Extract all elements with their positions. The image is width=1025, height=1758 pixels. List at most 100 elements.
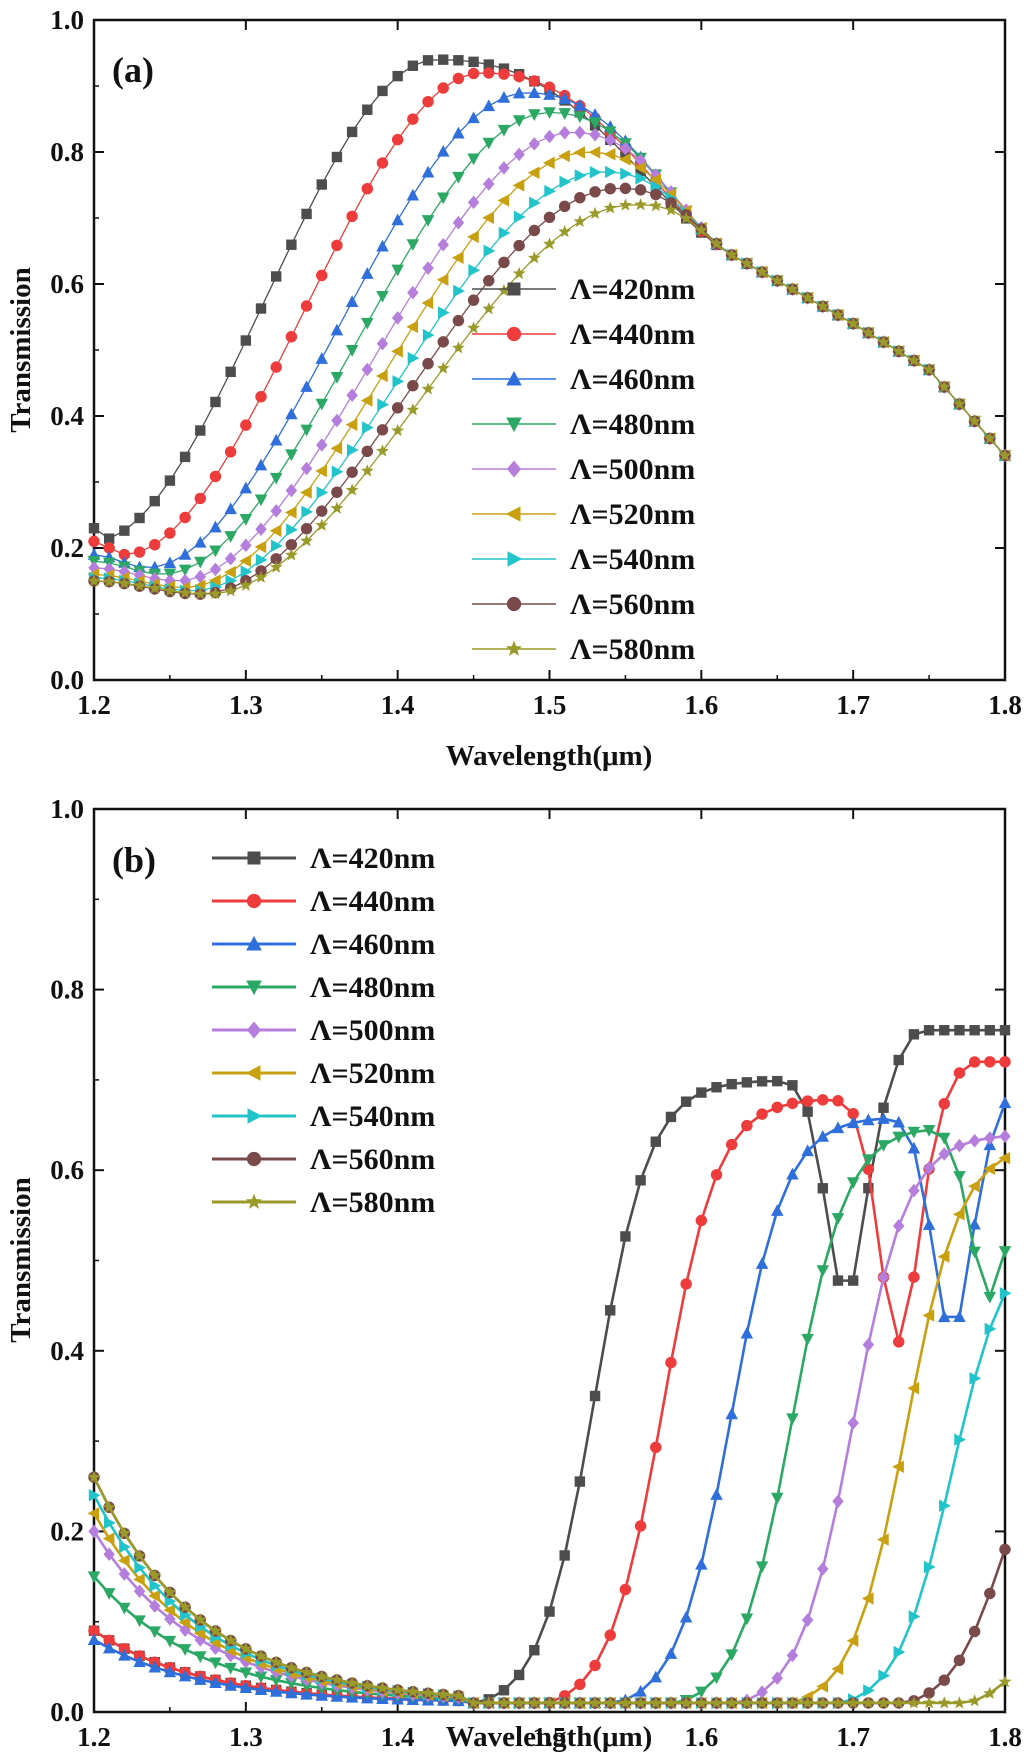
panel-a-data-point [286, 239, 297, 250]
panel-b-x-tick-label: 1.4 [381, 1722, 415, 1752]
panel-a-data-point [254, 458, 268, 471]
panel-b-data-point [938, 1132, 951, 1145]
panel-b-data-point [118, 1602, 131, 1615]
panel-a-data-point [407, 379, 419, 392]
panel-a-data-point [467, 195, 480, 210]
panel-b-y-tick-label: 0.4 [50, 1336, 84, 1366]
panel-b-data-point [801, 1613, 814, 1627]
panel-b-data-point [770, 1696, 784, 1709]
panel-b-data-point [285, 1686, 298, 1699]
panel-b-data-point [968, 1056, 981, 1068]
panel-b-data-point [512, 1696, 526, 1709]
panel-b-data-point [998, 1151, 1011, 1165]
panel-a-data-point [437, 336, 449, 348]
panel-a-data-point [316, 269, 328, 282]
panel-b-data-point [694, 1696, 708, 1709]
panel-b-data-point [954, 1433, 966, 1446]
panel-a-legend-label: Λ=520nm [570, 498, 695, 531]
panel-b-legend-label: Λ=500nm [310, 1014, 435, 1047]
panel-b-legend-marker [246, 1021, 262, 1039]
panel-a-data-point [406, 239, 420, 251]
panel-b-data-point [300, 1680, 313, 1693]
panel-b-data-point [938, 1098, 950, 1110]
panel-b-data-point [149, 1579, 162, 1592]
panel-a-data-point [635, 172, 648, 185]
panel-a-data-point [467, 67, 480, 80]
panel-b-y-tick-label: 0.2 [50, 1516, 84, 1546]
panel-b-data-point [467, 1696, 481, 1709]
panel-b-data-point [923, 1687, 935, 1699]
panel-b-legend-label: Λ=460nm [310, 928, 435, 961]
panel-b-data-point [832, 1275, 844, 1286]
panel-b-data-point [710, 1696, 723, 1709]
panel-a-data-point [254, 494, 268, 507]
panel-a-data-point [543, 237, 556, 250]
panel-b-x-axis-label: Wavelength(μm) [446, 1721, 653, 1753]
panel-b-data-point [756, 1076, 768, 1087]
panel-b-data-point [664, 1647, 678, 1659]
panel-b-data-point [725, 1696, 739, 1709]
panel-b-data-point [133, 1655, 146, 1667]
panel-a-data-point [346, 443, 359, 457]
panel-b-data-point [878, 1102, 889, 1113]
panel-a-data-point [421, 296, 434, 310]
panel-b-data-point [755, 1696, 769, 1709]
panel-b-data-point [133, 1615, 146, 1628]
panel-b-label: (b) [112, 840, 156, 880]
panel-a-data-point [286, 523, 298, 536]
panel-a-data-point [330, 323, 344, 336]
panel-b-legend-marker [246, 935, 262, 951]
panel-b-y-tick-label: 0.0 [50, 1697, 84, 1727]
panel-a-data-point [558, 224, 572, 238]
panel-b-data-point [544, 1606, 555, 1617]
panel-a-data-point [300, 486, 312, 499]
panel-b-data-point [482, 1696, 496, 1709]
panel-a-data-point [301, 208, 312, 220]
panel-a-data-point [452, 72, 465, 85]
panel-a-data-point [406, 188, 420, 201]
panel-b-data-point [87, 1633, 101, 1645]
panel-a-data-point [438, 306, 450, 319]
panel-b-data-point [650, 1441, 662, 1454]
panel-b-series-line [92, 1157, 1006, 1705]
panel-a-legend-marker [505, 640, 523, 656]
panel-b-data-point [696, 1087, 707, 1098]
panel-b-data-point [650, 1136, 661, 1147]
panel-b-data-point [846, 1177, 860, 1189]
panel-a-data-point [634, 161, 646, 175]
panel-a-data-point [650, 188, 662, 201]
panel-a-legend-marker [507, 551, 523, 567]
panel-a-data-point [634, 198, 648, 211]
panel-a-data-point [422, 328, 435, 342]
panel-a-legend-item: Λ=460nm [472, 363, 695, 396]
panel-a-data-point [588, 108, 602, 120]
panel-a-legend-item: Λ=500nm [472, 453, 695, 486]
panel-b-data-point [892, 1336, 905, 1348]
panel-a-data-point [801, 291, 815, 304]
panel-a-data-point [360, 394, 373, 407]
panel-a-data-point [376, 424, 389, 436]
panel-b-data-point [87, 1470, 101, 1483]
panel-a-data-point [528, 137, 541, 151]
panel-a-x-tick-label: 1.8 [988, 690, 1022, 720]
panel-a-data-point [482, 137, 496, 150]
panel-b-data-point [771, 1492, 784, 1505]
panel-b-data-point [725, 1407, 738, 1420]
panel-b-data-point [117, 1554, 130, 1567]
panel-a-data-point [436, 361, 450, 374]
panel-a-data-point [225, 366, 236, 378]
panel-a-data-point [407, 285, 419, 300]
panel-b-data-point [406, 1684, 420, 1698]
panel-a-data-point [362, 104, 373, 115]
panel-b-data-point [846, 1696, 860, 1709]
panel-a-data-point [665, 197, 677, 209]
panel-b-data-point [984, 1131, 996, 1145]
panel-b-data-point [922, 1125, 936, 1137]
panel-a-data-point [407, 351, 420, 365]
panel-a-data-point [573, 146, 586, 159]
panel-a-data-point [240, 419, 252, 431]
panel-a-data-point [103, 533, 115, 544]
panel-b-data-point [938, 1147, 950, 1161]
panel-a-data-point [316, 438, 328, 452]
panel-b-series-Λ=420nm [88, 1025, 1011, 1709]
